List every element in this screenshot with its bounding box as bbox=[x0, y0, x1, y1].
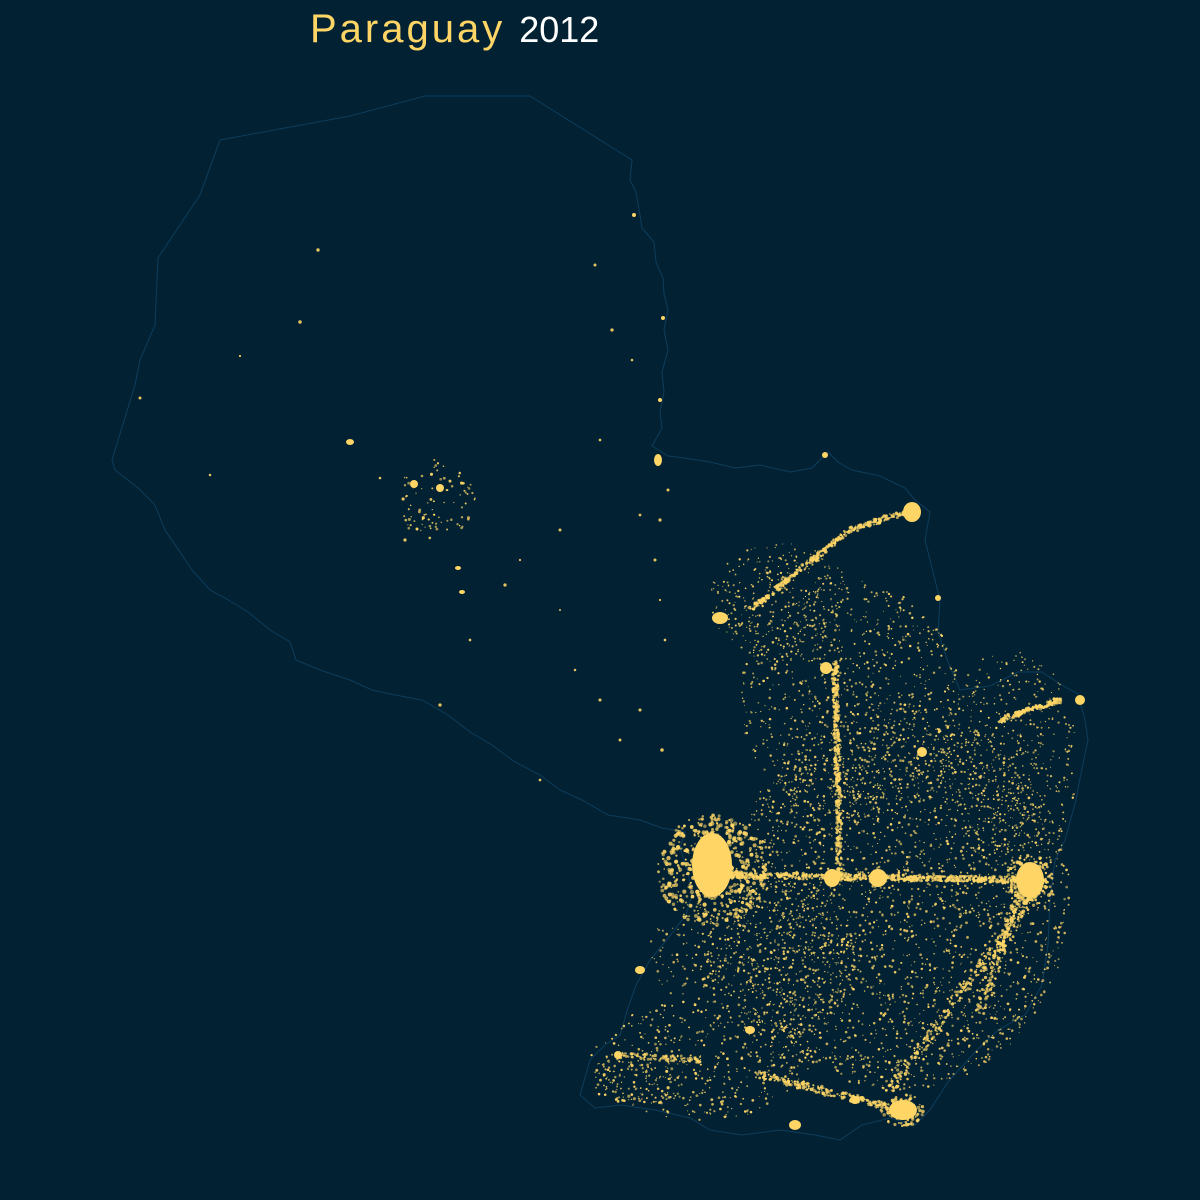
map-title: Paraguay 2012 bbox=[310, 4, 599, 54]
country-name: Paraguay bbox=[310, 7, 506, 51]
year-label: 2012 bbox=[519, 9, 600, 50]
city-lights-layer bbox=[138, 213, 1085, 1130]
country-border bbox=[111, 95, 1089, 1141]
